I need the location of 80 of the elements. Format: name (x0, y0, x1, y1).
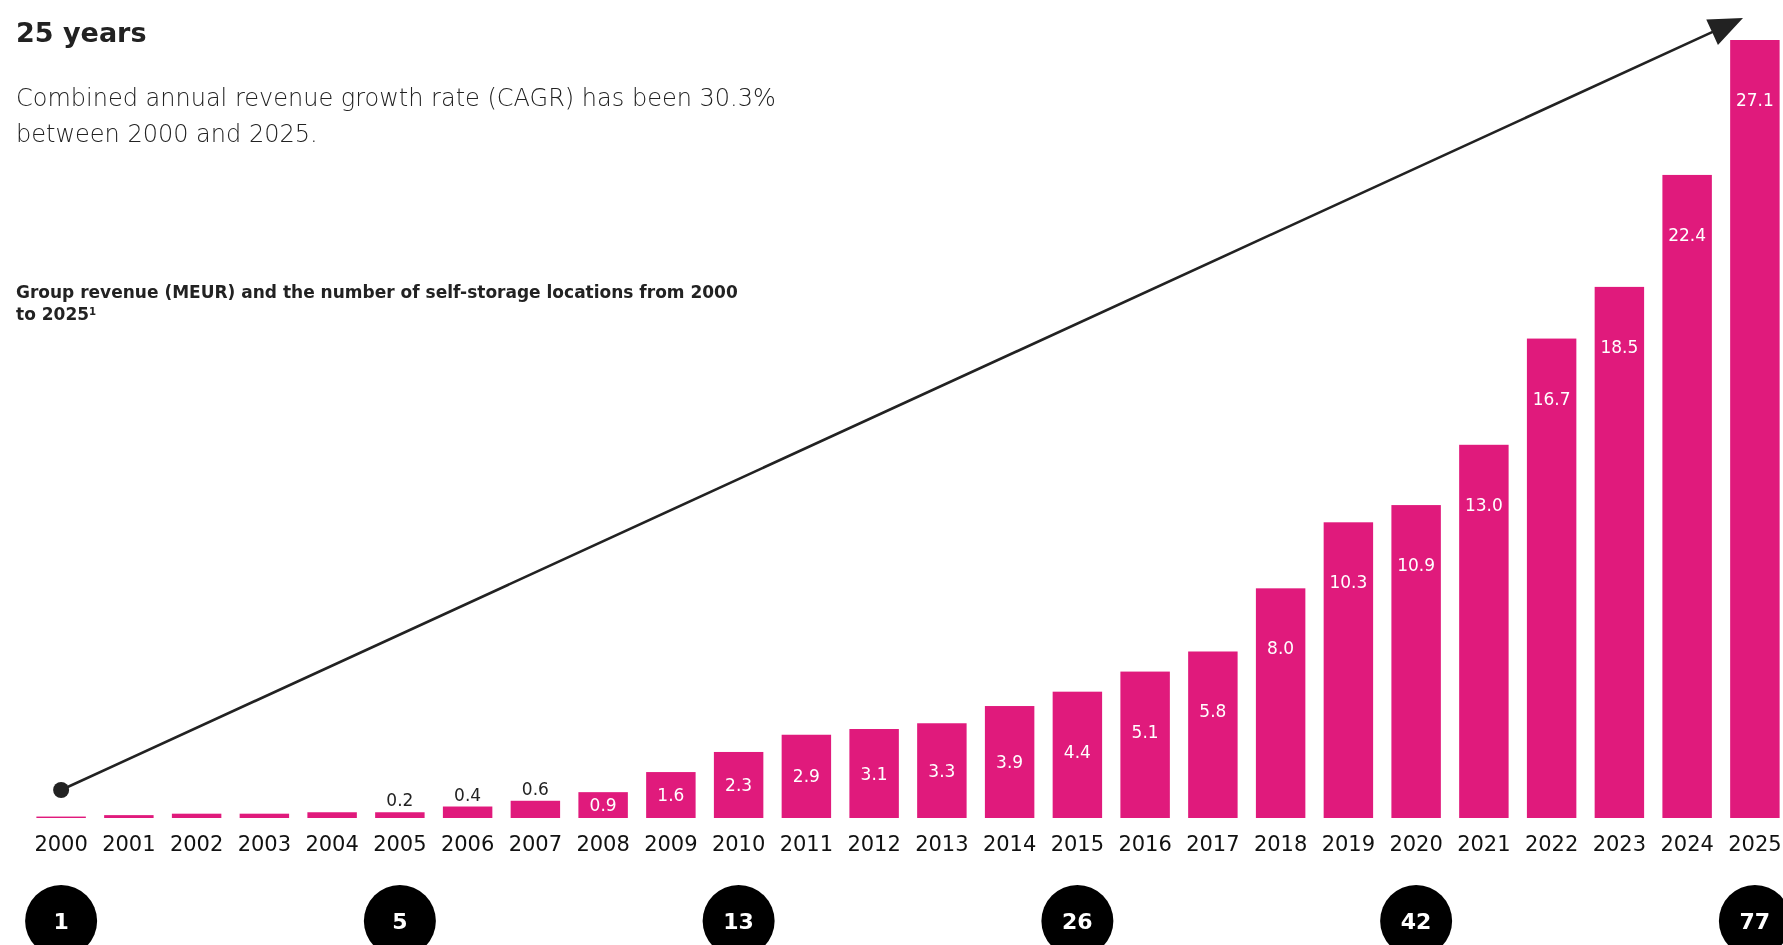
text: 77 (1739, 909, 1771, 934)
annotation: Group revenue (MEUR) and the number of self-storage locations from 2000 to 2025$^{1}$ (16, 282, 738, 324)
bar (917, 723, 967, 818)
bar (171, 813, 222, 818)
data-label: 3.3 (928, 760, 956, 781)
x-tick-label: 2011 (779, 832, 834, 856)
bar (646, 772, 696, 818)
x-tick-label: 2018 (1253, 832, 1308, 856)
text: Combined annual revenue growth rate (CAGR) has been 30.3% between 2000 and 2025. (16, 84, 776, 148)
bar (781, 734, 832, 818)
bar (442, 806, 493, 818)
chart-title: 25 years (16, 17, 147, 48)
bar (1255, 588, 1306, 818)
x-tick-label: 2005 (373, 832, 427, 856)
data-label: 1.6 (657, 785, 685, 806)
bar (849, 729, 899, 818)
x-tick-label: 2025 (1728, 832, 1782, 856)
data-label: 10.3 (1329, 572, 1368, 593)
x-tick-label: 2017 (1186, 832, 1240, 856)
x-tick-label: 2019 (1321, 832, 1376, 856)
bar (984, 706, 1035, 818)
bar (1662, 174, 1712, 818)
data-label: 16.7 (1532, 388, 1571, 409)
x-tick-label: 2008 (576, 832, 630, 856)
data-label: 8.0 (1267, 638, 1295, 659)
data-label: 2.9 (792, 766, 820, 787)
bar (1052, 691, 1103, 818)
data-label: 3.9 (996, 752, 1024, 773)
x-tick-label: 2001 (102, 832, 156, 856)
data-label: 27.1 (1735, 90, 1774, 110)
text: 26 (1062, 909, 1093, 934)
bar (1594, 286, 1645, 818)
data-label: 5.8 (1199, 701, 1227, 722)
data-label: 18.5 (1600, 336, 1639, 357)
x-tick-label: 2022 (1524, 832, 1579, 856)
x-tick-label: 2020 (1389, 832, 1443, 856)
x-tick-label: 2013 (915, 832, 969, 856)
bar (713, 751, 764, 818)
bar (104, 815, 154, 818)
x-tick-label: 2004 (305, 832, 359, 856)
bar (1120, 671, 1170, 818)
data-label: 0.9 (589, 795, 617, 816)
data-label: 0.2 (386, 790, 414, 811)
x-tick-label: 2012 (847, 832, 901, 856)
bar (510, 800, 561, 818)
data-label: 0.6 (521, 778, 549, 799)
bar (239, 813, 290, 818)
bar (1391, 505, 1441, 818)
data-label: 2.3 (725, 774, 753, 795)
x-tick-label: 2006 (440, 832, 495, 856)
x-tick-label: 2007 (508, 832, 563, 856)
x-tick-label: 2002 (169, 832, 224, 856)
x-tick-label: 2023 (1592, 832, 1647, 856)
x-tick-label: 2016 (1118, 832, 1172, 856)
data-label: 22.4 (1668, 224, 1707, 245)
x-tick-label: 2000 (34, 832, 88, 856)
bar (1323, 522, 1374, 818)
x-tick-label: 2009 (644, 832, 698, 856)
data-label: 13.0 (1464, 494, 1503, 515)
bar (375, 812, 425, 818)
x-tick-label: 2021 (1457, 832, 1511, 856)
bar (307, 812, 357, 818)
data-label: 5.1 (1131, 721, 1159, 742)
x-tick-label: 2015 (1050, 832, 1105, 856)
bar (1188, 651, 1238, 818)
data-label: 0.4 (454, 784, 482, 805)
data-label: 10.9 (1397, 555, 1436, 576)
bar (1459, 444, 1509, 818)
text: 13 (723, 909, 754, 934)
data-label: 3.1 (860, 763, 888, 784)
text: 1 (53, 909, 69, 934)
bar (1730, 40, 1780, 818)
x-tick-label: 2014 (982, 832, 1037, 856)
text: 5 (392, 909, 408, 934)
text: 42 (1400, 909, 1432, 934)
x-tick-label: 2010 (711, 832, 766, 856)
bar (1526, 338, 1577, 818)
x-tick-label: 2003 (237, 832, 292, 856)
data-label: 4.4 (1063, 741, 1091, 762)
x-tick-label: 2024 (1660, 832, 1714, 856)
